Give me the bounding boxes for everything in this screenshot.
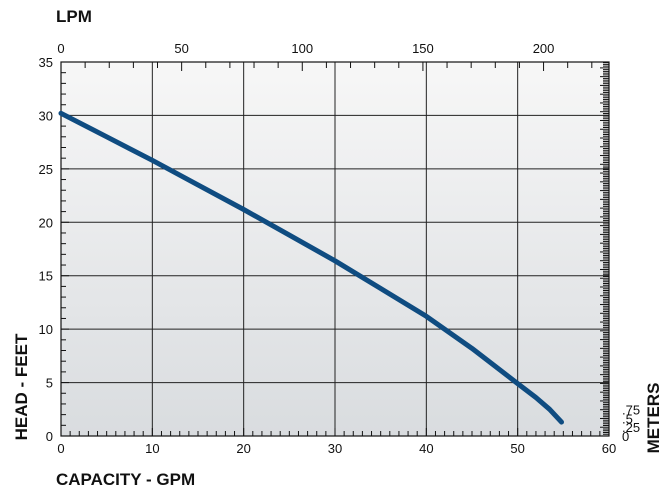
x-tick-label: 30: [328, 441, 342, 456]
x-tick-label: 10: [145, 441, 159, 456]
right-tick-label: .75: [622, 403, 640, 418]
axis-ticks: [60, 61, 610, 437]
x-tick-label: 50: [510, 441, 524, 456]
y-tick-label: 5: [46, 376, 53, 391]
right-tick-label: 0: [622, 429, 629, 444]
series-line: [58, 110, 564, 425]
y-tick-label: 35: [39, 55, 53, 70]
y-tick-label: 15: [39, 269, 53, 284]
tick-labels: 0 10 20 30 40 50 60 0 5 10 15 20 25 30 35 0 50 100 150 200 0…: [39, 41, 641, 456]
y-tick-label: 20: [39, 215, 53, 230]
right-tick-label: .5: [622, 411, 633, 426]
x-tick-label: 40: [419, 441, 433, 456]
top-axis-title: LPM: [56, 7, 92, 26]
top-tick-label: 0: [57, 41, 64, 56]
series-group: [58, 110, 564, 425]
y-axis-title: HEAD - FEET: [12, 333, 31, 440]
y-tick-label: 10: [39, 322, 53, 337]
x-tick-label: 60: [602, 441, 616, 456]
top-tick-label: 150: [412, 41, 434, 56]
y-tick-label: 0: [46, 429, 53, 444]
x-tick-label: 20: [236, 441, 250, 456]
y-tick-label: 30: [39, 108, 53, 123]
x-axis-title: CAPACITY - GPM: [56, 470, 195, 489]
top-tick-label: 100: [291, 41, 313, 56]
y-tick-label: 25: [39, 162, 53, 177]
right-tick-label: .25: [622, 420, 640, 435]
x-tick-label: 0: [57, 441, 64, 456]
top-tick-label: 50: [174, 41, 188, 56]
top-tick-label: 200: [533, 41, 555, 56]
right-axis-title: METERS: [644, 383, 663, 454]
plot-frame: [60, 61, 610, 437]
